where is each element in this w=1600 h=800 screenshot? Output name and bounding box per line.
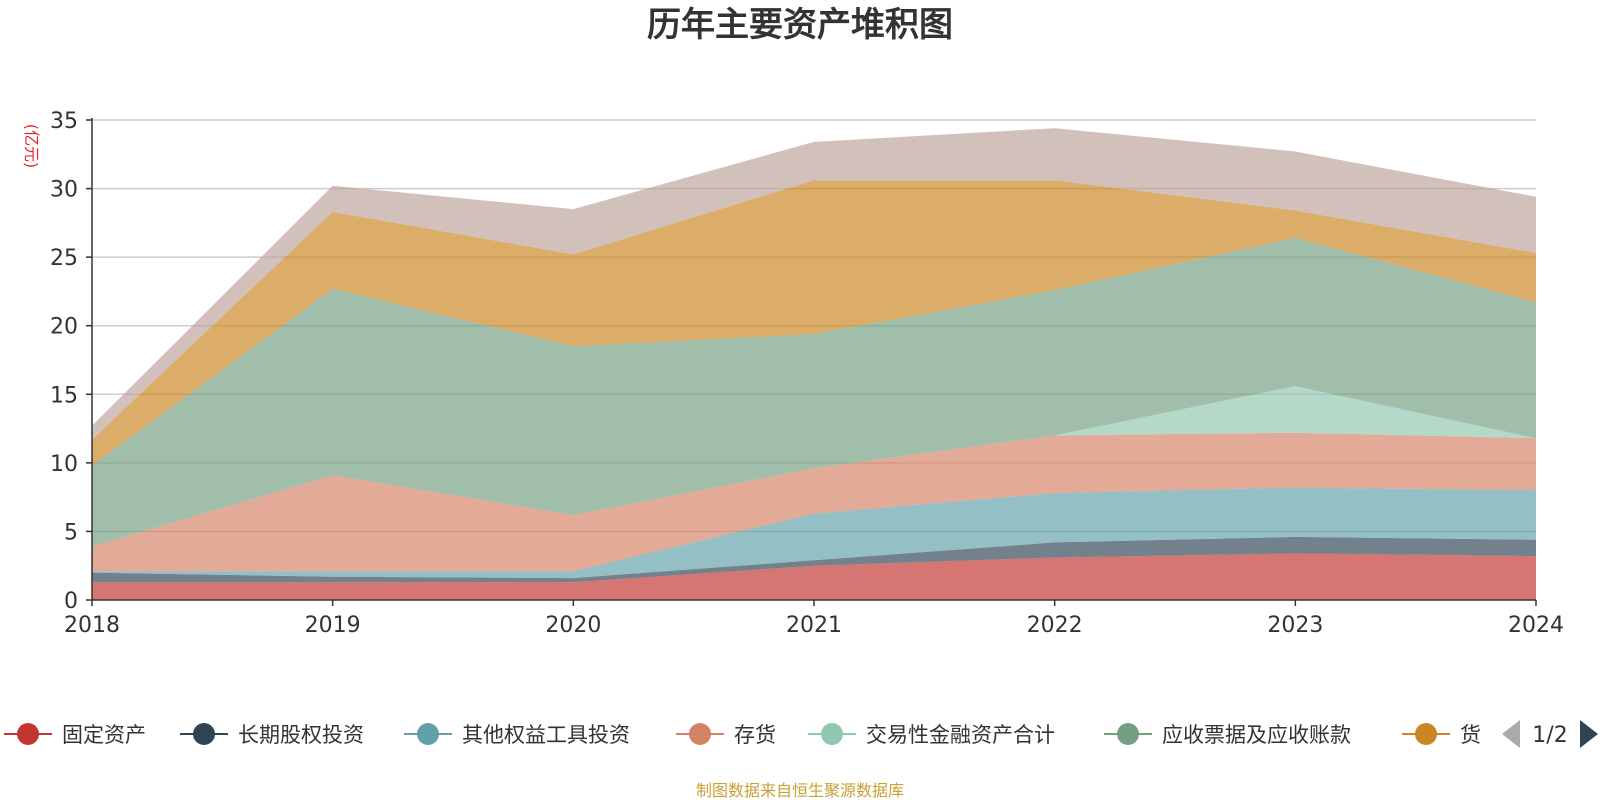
x-tick-label: 2019 xyxy=(305,613,361,638)
chart-title: 历年主要资产堆积图 xyxy=(647,5,953,45)
legend-marker xyxy=(689,723,711,745)
legend-label: 存货 xyxy=(734,723,776,747)
y-tick-label: 35 xyxy=(50,109,78,134)
legend-marker xyxy=(193,723,215,745)
area-series-1 xyxy=(92,536,1536,583)
area-series-4 xyxy=(92,386,1536,547)
stacked-areas xyxy=(92,128,1536,600)
area-series-5 xyxy=(92,237,1536,547)
source-footer: 制图数据来自恒生聚源数据库 xyxy=(696,781,904,800)
legend-item[interactable]: 应收票据及应收账款 xyxy=(1104,723,1351,747)
legend-next-page-icon[interactable] xyxy=(1580,720,1598,748)
legend-item[interactable]: 其他权益工具投资 xyxy=(404,723,630,747)
legend-page-indicator: 1/2 xyxy=(1532,723,1567,748)
x-tick-label: 2021 xyxy=(786,613,842,638)
area-series-6 xyxy=(92,180,1536,466)
axes: 0 5 10 15 20 25 30 35 2018 2019 2020 2021 2022 2023 20… xyxy=(50,109,1564,638)
legend-label: 长期股权投资 xyxy=(238,723,364,747)
x-tick-label: 2020 xyxy=(545,613,601,638)
x-tick-label: 2024 xyxy=(1508,613,1564,638)
legend-marker xyxy=(417,723,439,745)
legend-item[interactable]: 货 xyxy=(1402,723,1481,747)
legend-item[interactable]: 固定资产 xyxy=(4,723,146,747)
legend-label: 固定资产 xyxy=(62,723,146,747)
y-tick-label: 20 xyxy=(50,315,78,340)
y-tick-label: 15 xyxy=(50,383,78,408)
legend-marker xyxy=(17,723,39,745)
area-series-7 xyxy=(92,128,1536,440)
y-tick-label: 10 xyxy=(50,452,78,477)
legend-label: 应收票据及应收账款 xyxy=(1162,723,1351,747)
legend-label: 交易性金融资产合计 xyxy=(866,723,1055,747)
y-tick-label: 25 xyxy=(50,246,78,271)
x-tick-label: 2018 xyxy=(64,613,120,638)
legend-marker xyxy=(1117,723,1139,745)
x-tick-label: 2023 xyxy=(1267,613,1323,638)
y-tick-label: 5 xyxy=(64,520,78,545)
area-series-2 xyxy=(92,487,1536,579)
legend-item[interactable]: 交易性金融资产合计 xyxy=(808,723,1055,747)
x-tick-label: 2022 xyxy=(1027,613,1083,638)
legend: 固定资产 长期股权投资 其他权益工具投资 存货 交易性金融资产合计 应收票据及应收账款 货 1… xyxy=(4,720,1598,748)
y-tick-label: 30 xyxy=(50,178,78,203)
legend-marker xyxy=(1415,723,1437,745)
legend-prev-page-icon[interactable] xyxy=(1502,720,1520,748)
legend-marker xyxy=(821,723,843,745)
y-axis-unit-label: (亿元) xyxy=(22,124,41,169)
legend-item[interactable]: 存货 xyxy=(676,723,776,747)
legend-label: 其他权益工具投资 xyxy=(462,723,630,747)
legend-item[interactable]: 长期股权投资 xyxy=(180,723,364,747)
area-series-3 xyxy=(92,432,1536,572)
legend-label: 货 xyxy=(1460,723,1481,747)
y-tick-label: 0 xyxy=(64,589,78,614)
area-series-0 xyxy=(92,553,1536,600)
